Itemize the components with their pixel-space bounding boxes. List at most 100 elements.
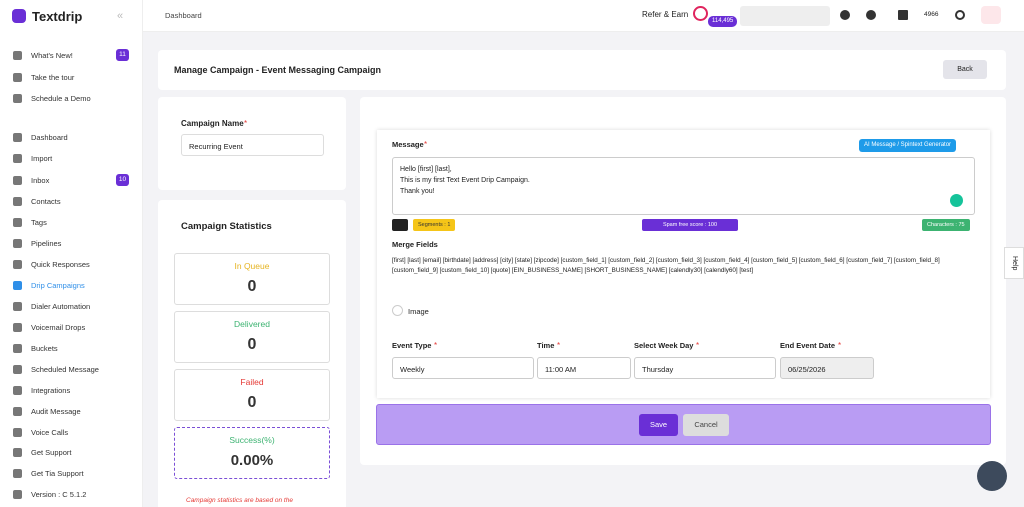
select-input[interactable]: Thursday	[634, 357, 776, 379]
nav-item[interactable]: What's New! 11	[0, 49, 142, 63]
breadcrumb: Dashboard	[165, 11, 202, 20]
merge-title: Merge Fields	[392, 240, 438, 249]
message-card: Message * AI Message / Spintext Generator H…	[377, 130, 990, 398]
nav-icon	[13, 218, 22, 227]
field-label: Time	[537, 341, 555, 350]
refer-link[interactable]: Refer & Earn	[642, 10, 689, 19]
nav-icon	[13, 281, 22, 290]
campaign-name-card: Campaign Name * Recurring Event	[158, 97, 346, 190]
nav-label: Voice Calls	[31, 428, 69, 437]
theme-icon[interactable]	[955, 10, 965, 20]
save-button[interactable]: Save	[639, 414, 678, 436]
stats-card: Campaign Statistics In Queue 0 Delivered 0 Fa…	[158, 200, 346, 507]
nav-item[interactable]: Dashboard	[0, 131, 142, 145]
stat-card: In Queue 0	[174, 253, 330, 305]
nav-label: Quick Responses	[31, 260, 90, 269]
nav-item[interactable]: Pipelines	[0, 237, 142, 251]
characters-badge: Characters : 75	[922, 219, 970, 231]
top-icon[interactable]	[840, 10, 850, 20]
nav-item[interactable]: Get Support	[0, 446, 142, 460]
nav-icon	[13, 323, 22, 332]
required-mark: *	[838, 341, 842, 350]
top-icon[interactable]	[866, 10, 876, 20]
select-input[interactable]: Weekly	[392, 357, 534, 379]
brand: Textdrip	[32, 9, 83, 24]
stat-card: Success(%) 0.00%	[174, 427, 330, 479]
chat-button[interactable]	[977, 461, 1007, 491]
select-input[interactable]: 11:00 AM	[537, 357, 631, 379]
logo-icon	[12, 9, 26, 23]
stat-label: Success(%)	[229, 435, 275, 445]
message-line: This is my first Text Event Drip Campaig…	[400, 177, 530, 184]
nav-item[interactable]: Audit Message	[0, 405, 142, 419]
nav-item[interactable]: Take the tour	[0, 71, 142, 85]
nav-item[interactable]: Quick Responses	[0, 258, 142, 272]
nav-item[interactable]: Integrations	[0, 384, 142, 398]
nav-icon	[13, 428, 22, 437]
spam-badge: Spam free score : 100	[642, 219, 738, 231]
image-radio[interactable]	[392, 305, 403, 316]
nav-icon	[13, 490, 22, 499]
merge-fields[interactable]: [first] [last] [email] [birthdate] [addr…	[392, 257, 940, 274]
stat-card: Delivered 0	[174, 311, 330, 363]
grammarly-icon	[950, 194, 963, 207]
nav-item[interactable]: Tags	[0, 216, 142, 230]
nav-label: Import	[31, 154, 53, 163]
nav-item[interactable]: Voicemail Drops	[0, 321, 142, 335]
back-button[interactable]: Back	[943, 60, 987, 79]
text-input[interactable]: Recurring Event	[181, 134, 324, 156]
nav-label: Audit Message	[31, 407, 81, 416]
nav-item[interactable]: Import	[0, 152, 142, 166]
user-box[interactable]	[740, 6, 830, 26]
nav-item[interactable]: Version : C 5.1.2	[0, 488, 142, 502]
field-label: End Event Date	[780, 341, 836, 350]
nav-label: Drip Campaigns	[31, 281, 85, 290]
nav-item[interactable]: Contacts	[0, 195, 142, 209]
required-mark: *	[696, 341, 700, 350]
header-card: Manage Campaign - Event Messaging Campai…	[158, 50, 1006, 90]
stat-value: 0	[247, 336, 257, 353]
nav-item[interactable]: Schedule a Demo	[0, 92, 142, 106]
avatar[interactable]	[981, 6, 1001, 24]
select-input[interactable]: 06/25/2026	[780, 357, 874, 379]
emoji-button[interactable]	[392, 219, 408, 231]
nav-icon	[13, 469, 22, 478]
page-title: Manage Campaign - Event Messaging Campai…	[174, 65, 382, 75]
event-card: Message * AI Message / Spintext Generator H…	[360, 97, 1006, 465]
message-line: Thank you!	[400, 188, 435, 195]
topbar: Dashboard Refer & Earn 114,495 4966	[143, 0, 1024, 32]
cancel-button[interactable]: Cancel	[683, 414, 729, 436]
ai-button[interactable]: AI Message / Spintext Generator	[859, 139, 957, 152]
collapse-icon[interactable]: «	[117, 10, 124, 22]
help-tab[interactable]: Help	[1004, 247, 1024, 279]
nav-item[interactable]: Dialer Automation	[0, 300, 142, 314]
image-label: Image	[408, 307, 429, 316]
nav-icon	[13, 133, 22, 142]
stat-value: 0	[247, 278, 257, 295]
required-mark: *	[244, 119, 248, 128]
nav-label: Get Support	[31, 448, 72, 457]
credits: 4966	[924, 11, 939, 18]
nav-icon	[13, 448, 22, 457]
nav-badge: 11	[116, 49, 129, 61]
nav-item[interactable]: Buckets	[0, 342, 142, 356]
select-value: 11:00 AM	[545, 365, 577, 374]
nav-item[interactable]: Inbox 10	[0, 174, 142, 188]
nav-item[interactable]: Voice Calls	[0, 426, 142, 440]
message-textarea[interactable]: Hello [first] [last], This is my first Te…	[392, 157, 975, 215]
input-value: Recurring Event	[189, 142, 243, 151]
nav-item[interactable]: Scheduled Message	[0, 363, 142, 377]
nav-label: Dialer Automation	[31, 302, 91, 311]
nav-label: Get Tia Support	[31, 469, 84, 478]
stat-value: 0.00%	[230, 452, 274, 469]
nav-item[interactable]: Get Tia Support	[0, 467, 142, 481]
nav-label: Dashboard	[31, 133, 68, 142]
nav-icon	[13, 154, 22, 163]
stat-card: Failed 0	[174, 369, 330, 421]
nav-label: Version : C 5.1.2	[31, 490, 87, 499]
required-mark: *	[434, 341, 438, 350]
top-icon[interactable]	[898, 10, 908, 20]
nav-icon	[13, 344, 22, 353]
nav-item[interactable]: Drip Campaigns	[0, 279, 142, 293]
nav-label: Tags	[31, 218, 47, 227]
